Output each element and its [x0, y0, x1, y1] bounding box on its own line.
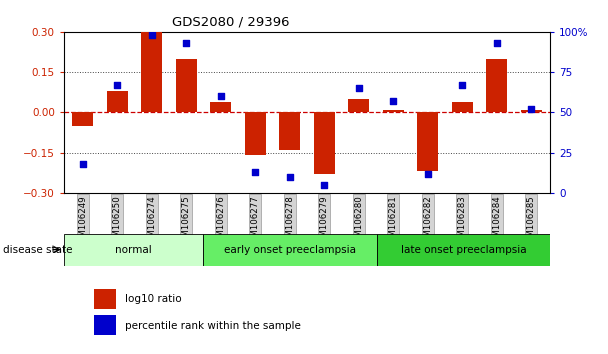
- Bar: [245, 113, 266, 155]
- Point: [389, 98, 398, 104]
- Point: [527, 106, 536, 112]
- Text: GDS2080 / 29396: GDS2080 / 29396: [172, 16, 290, 29]
- Bar: [94, 315, 116, 335]
- Bar: [94, 289, 116, 309]
- Point: [181, 40, 191, 46]
- Bar: [314, 113, 334, 174]
- Point: [423, 171, 433, 176]
- Point: [285, 174, 295, 180]
- Point: [112, 82, 122, 88]
- Text: disease state: disease state: [3, 245, 72, 255]
- Bar: [521, 110, 542, 113]
- Text: percentile rank within the sample: percentile rank within the sample: [125, 321, 301, 331]
- Point: [457, 82, 467, 88]
- Bar: [210, 102, 231, 113]
- Point: [319, 182, 329, 188]
- Bar: [418, 113, 438, 171]
- Bar: [176, 59, 196, 113]
- Point: [78, 161, 88, 167]
- Bar: [280, 113, 300, 150]
- Bar: [142, 32, 162, 113]
- Bar: [64, 234, 203, 266]
- Bar: [72, 113, 93, 126]
- Text: early onset preeclampsia: early onset preeclampsia: [224, 245, 356, 255]
- Point: [147, 32, 157, 38]
- Point: [216, 93, 226, 99]
- Point: [250, 169, 260, 175]
- Bar: [486, 59, 507, 113]
- Text: log10 ratio: log10 ratio: [125, 294, 182, 304]
- Bar: [452, 102, 472, 113]
- Point: [354, 85, 364, 91]
- Text: normal: normal: [115, 245, 152, 255]
- Bar: [107, 91, 128, 113]
- Bar: [203, 234, 376, 266]
- Bar: [383, 110, 404, 113]
- Point: [492, 40, 502, 46]
- Bar: [376, 234, 550, 266]
- Bar: [348, 99, 369, 113]
- Text: late onset preeclampsia: late onset preeclampsia: [401, 245, 526, 255]
